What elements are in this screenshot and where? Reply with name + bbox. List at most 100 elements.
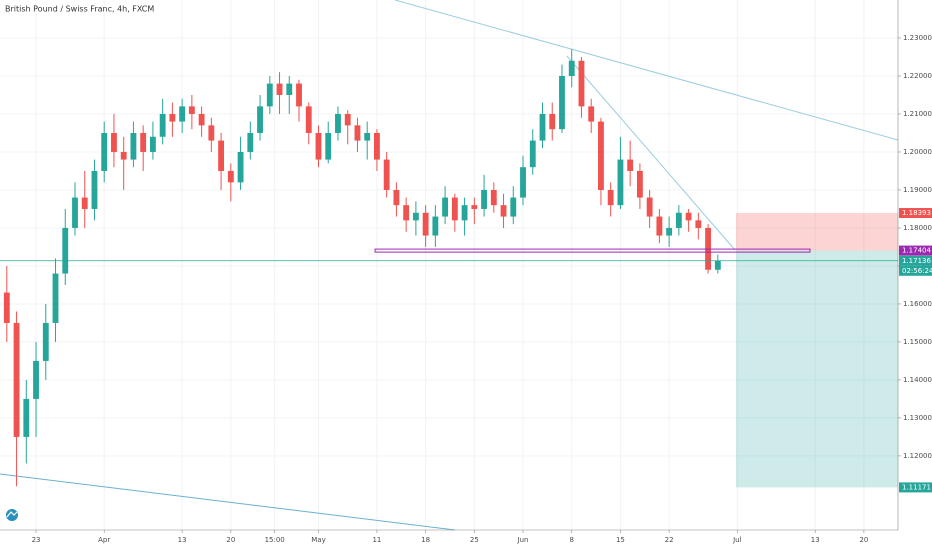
candle-body xyxy=(52,273,59,323)
y-tick-label: 1.13000 xyxy=(903,414,932,422)
candle-body xyxy=(296,83,302,107)
price-label-bg xyxy=(899,245,932,256)
candle-body xyxy=(169,113,176,122)
candle-body xyxy=(140,132,147,152)
candle-body xyxy=(33,360,39,399)
y-tick-label: 1.20000 xyxy=(903,148,932,156)
price-label: 1.17404 xyxy=(902,247,931,255)
candle-body xyxy=(208,125,215,141)
countdown: 02:56:24 xyxy=(902,267,932,275)
candles xyxy=(3,49,721,487)
position-tool[interactable] xyxy=(736,213,898,488)
candle-body xyxy=(62,227,69,274)
candle-body xyxy=(198,113,205,126)
price-label: 1.18393 xyxy=(902,209,931,217)
chart-title: British Pound / Swiss Franc, 4h, FXCM xyxy=(5,5,154,14)
candle-body xyxy=(120,151,127,160)
trend-line[interactable] xyxy=(394,0,899,141)
candle-body xyxy=(315,132,322,160)
candle-body xyxy=(617,159,624,206)
candle-body xyxy=(656,216,663,236)
price-label-bg xyxy=(899,255,932,266)
trend-line[interactable] xyxy=(566,55,736,251)
candle-body xyxy=(266,83,273,107)
y-tick-label: 1.23000 xyxy=(903,34,932,42)
candle-body xyxy=(227,170,234,183)
x-tick-label: 13 xyxy=(811,536,820,544)
candle-body xyxy=(393,189,400,206)
candle-body xyxy=(101,132,108,171)
x-tick-label: 15:00 xyxy=(265,536,285,544)
candle-body xyxy=(442,197,449,217)
candle-body xyxy=(3,292,10,323)
y-tick-label: 1.14000 xyxy=(903,376,932,384)
x-tick-label: 20 xyxy=(226,536,235,544)
candle-body xyxy=(374,132,380,160)
candle-body xyxy=(159,113,166,137)
axis-labels: 1.120001.130001.140001.150001.160001.170… xyxy=(32,34,932,544)
candle-body xyxy=(130,132,137,160)
candle-body xyxy=(325,132,332,160)
candle-body xyxy=(451,197,458,221)
entry-level[interactable] xyxy=(374,248,811,253)
stop-zone[interactable] xyxy=(736,213,898,251)
candle-body xyxy=(91,170,98,209)
candle-body xyxy=(305,106,312,133)
candle-body xyxy=(354,125,361,141)
candle-body xyxy=(695,220,702,228)
target-zone[interactable] xyxy=(736,250,898,488)
x-tick-label: 25 xyxy=(470,536,479,544)
candle-body xyxy=(383,159,390,190)
candle-body xyxy=(237,151,244,183)
y-tick-label: 1.15000 xyxy=(903,338,932,346)
x-tick-label: 15 xyxy=(616,536,625,544)
y-tick-label: 1.16000 xyxy=(903,300,932,308)
y-tick-label: 1.12000 xyxy=(903,452,932,460)
candle-body xyxy=(481,189,487,209)
y-tick-label: 1.22000 xyxy=(903,72,932,80)
trend-line[interactable] xyxy=(0,473,456,531)
candle-body xyxy=(23,398,30,437)
candle-body xyxy=(403,205,410,221)
candle-body xyxy=(344,113,351,126)
candle-body xyxy=(72,197,78,228)
candle-body xyxy=(276,83,283,95)
candle-body xyxy=(188,106,195,114)
candle-body xyxy=(422,212,429,236)
candle-body xyxy=(636,170,643,198)
y-tick-label: 1.19000 xyxy=(903,186,932,194)
candle-body xyxy=(578,60,585,107)
price-label: 1.17136 xyxy=(902,257,931,265)
candle-body xyxy=(218,140,225,171)
candle-body xyxy=(627,159,634,171)
candle-body xyxy=(588,106,595,122)
candle-body xyxy=(461,205,468,221)
candle-body xyxy=(412,212,419,221)
candle-body xyxy=(13,322,20,437)
candle-body xyxy=(286,83,293,95)
x-tick-label: May xyxy=(311,536,325,544)
price-label-bg xyxy=(899,482,932,493)
candle-body xyxy=(364,132,371,141)
candle-body xyxy=(510,197,517,217)
candle-body xyxy=(646,197,653,217)
candle-body xyxy=(179,106,186,122)
candle-body xyxy=(685,212,692,221)
y-tick-label: 1.21000 xyxy=(903,110,932,118)
x-tick-label: 18 xyxy=(421,536,430,544)
y-tick-label: 1.18000 xyxy=(903,224,932,232)
x-tick-label: Apr xyxy=(98,536,110,544)
candle-body xyxy=(149,136,156,152)
grid xyxy=(0,0,898,530)
countdown-bg xyxy=(899,265,932,276)
x-tick-label: 20 xyxy=(859,536,868,544)
price-label-bg xyxy=(899,208,932,219)
candle-body xyxy=(81,197,88,209)
candle-body xyxy=(675,212,682,228)
x-tick-label: 8 xyxy=(569,536,573,544)
candle-body xyxy=(257,106,263,133)
candle-body xyxy=(714,260,721,270)
candle-body xyxy=(568,60,575,76)
candle-body xyxy=(598,121,604,190)
